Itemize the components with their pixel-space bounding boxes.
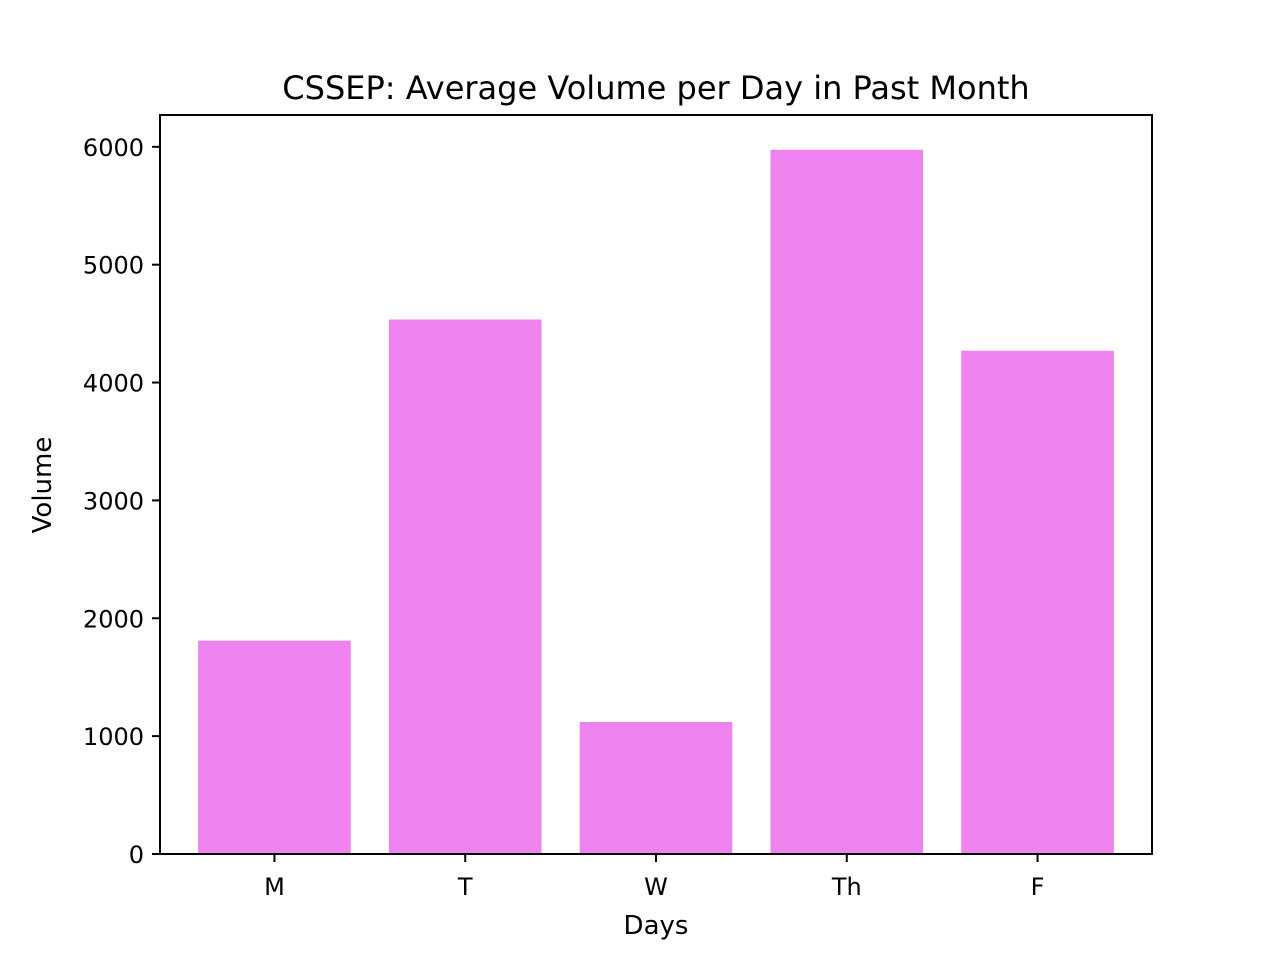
x-tick-label: T xyxy=(457,873,473,901)
bar-M xyxy=(198,640,351,854)
x-axis: M T W Th F xyxy=(264,854,1044,901)
y-tick-label: 5000 xyxy=(83,252,144,280)
x-tick-label: Th xyxy=(831,873,862,901)
bar-T xyxy=(388,319,542,854)
y-tick-label: 0 xyxy=(129,841,144,869)
y-tick-label: 3000 xyxy=(83,487,144,515)
y-tick-label: 2000 xyxy=(83,605,144,633)
chart-title: CSSEP: Average Volume per Day in Past Mo… xyxy=(282,69,1029,107)
bar-Th xyxy=(770,149,924,854)
y-tick-label: 4000 xyxy=(83,370,144,398)
bar-W xyxy=(579,721,733,854)
y-axis-label: Volume xyxy=(28,437,58,534)
x-axis-label: Days xyxy=(624,911,689,941)
bars-layer xyxy=(198,149,1114,854)
y-tick-label: 6000 xyxy=(83,134,144,162)
x-tick-label: M xyxy=(264,873,285,901)
y-tick-label: 1000 xyxy=(83,723,144,751)
x-tick-label: W xyxy=(644,873,668,901)
plot-frame xyxy=(159,114,1153,855)
y-axis: 0 1000 2000 3000 4000 5000 6000 xyxy=(83,134,160,869)
x-tick-label: F xyxy=(1031,873,1045,901)
bar-F xyxy=(961,350,1114,854)
